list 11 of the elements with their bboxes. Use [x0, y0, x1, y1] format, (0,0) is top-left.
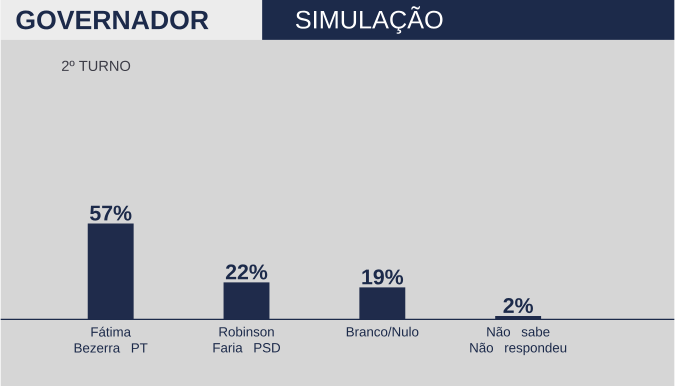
x-tick-label: Fátima Bezerra PT: [74, 326, 148, 353]
chart-subtitle: SIMULAÇÃO: [296, 6, 442, 34]
text: 2º TURNO: [62, 60, 130, 71]
x-tick-label: Robinson Faria PSD: [213, 326, 280, 352]
x-tick-label: Branco/Nulo: [346, 326, 418, 336]
chart-title: GOVERNADOR: [16, 10, 209, 30]
data-label: 19%: [362, 269, 404, 284]
data-label: 22%: [226, 264, 268, 280]
data-label: 57%: [90, 206, 132, 221]
x-tick-label: Não sabe Não respondeu: [470, 326, 566, 355]
data-label: 2%: [503, 298, 533, 313]
